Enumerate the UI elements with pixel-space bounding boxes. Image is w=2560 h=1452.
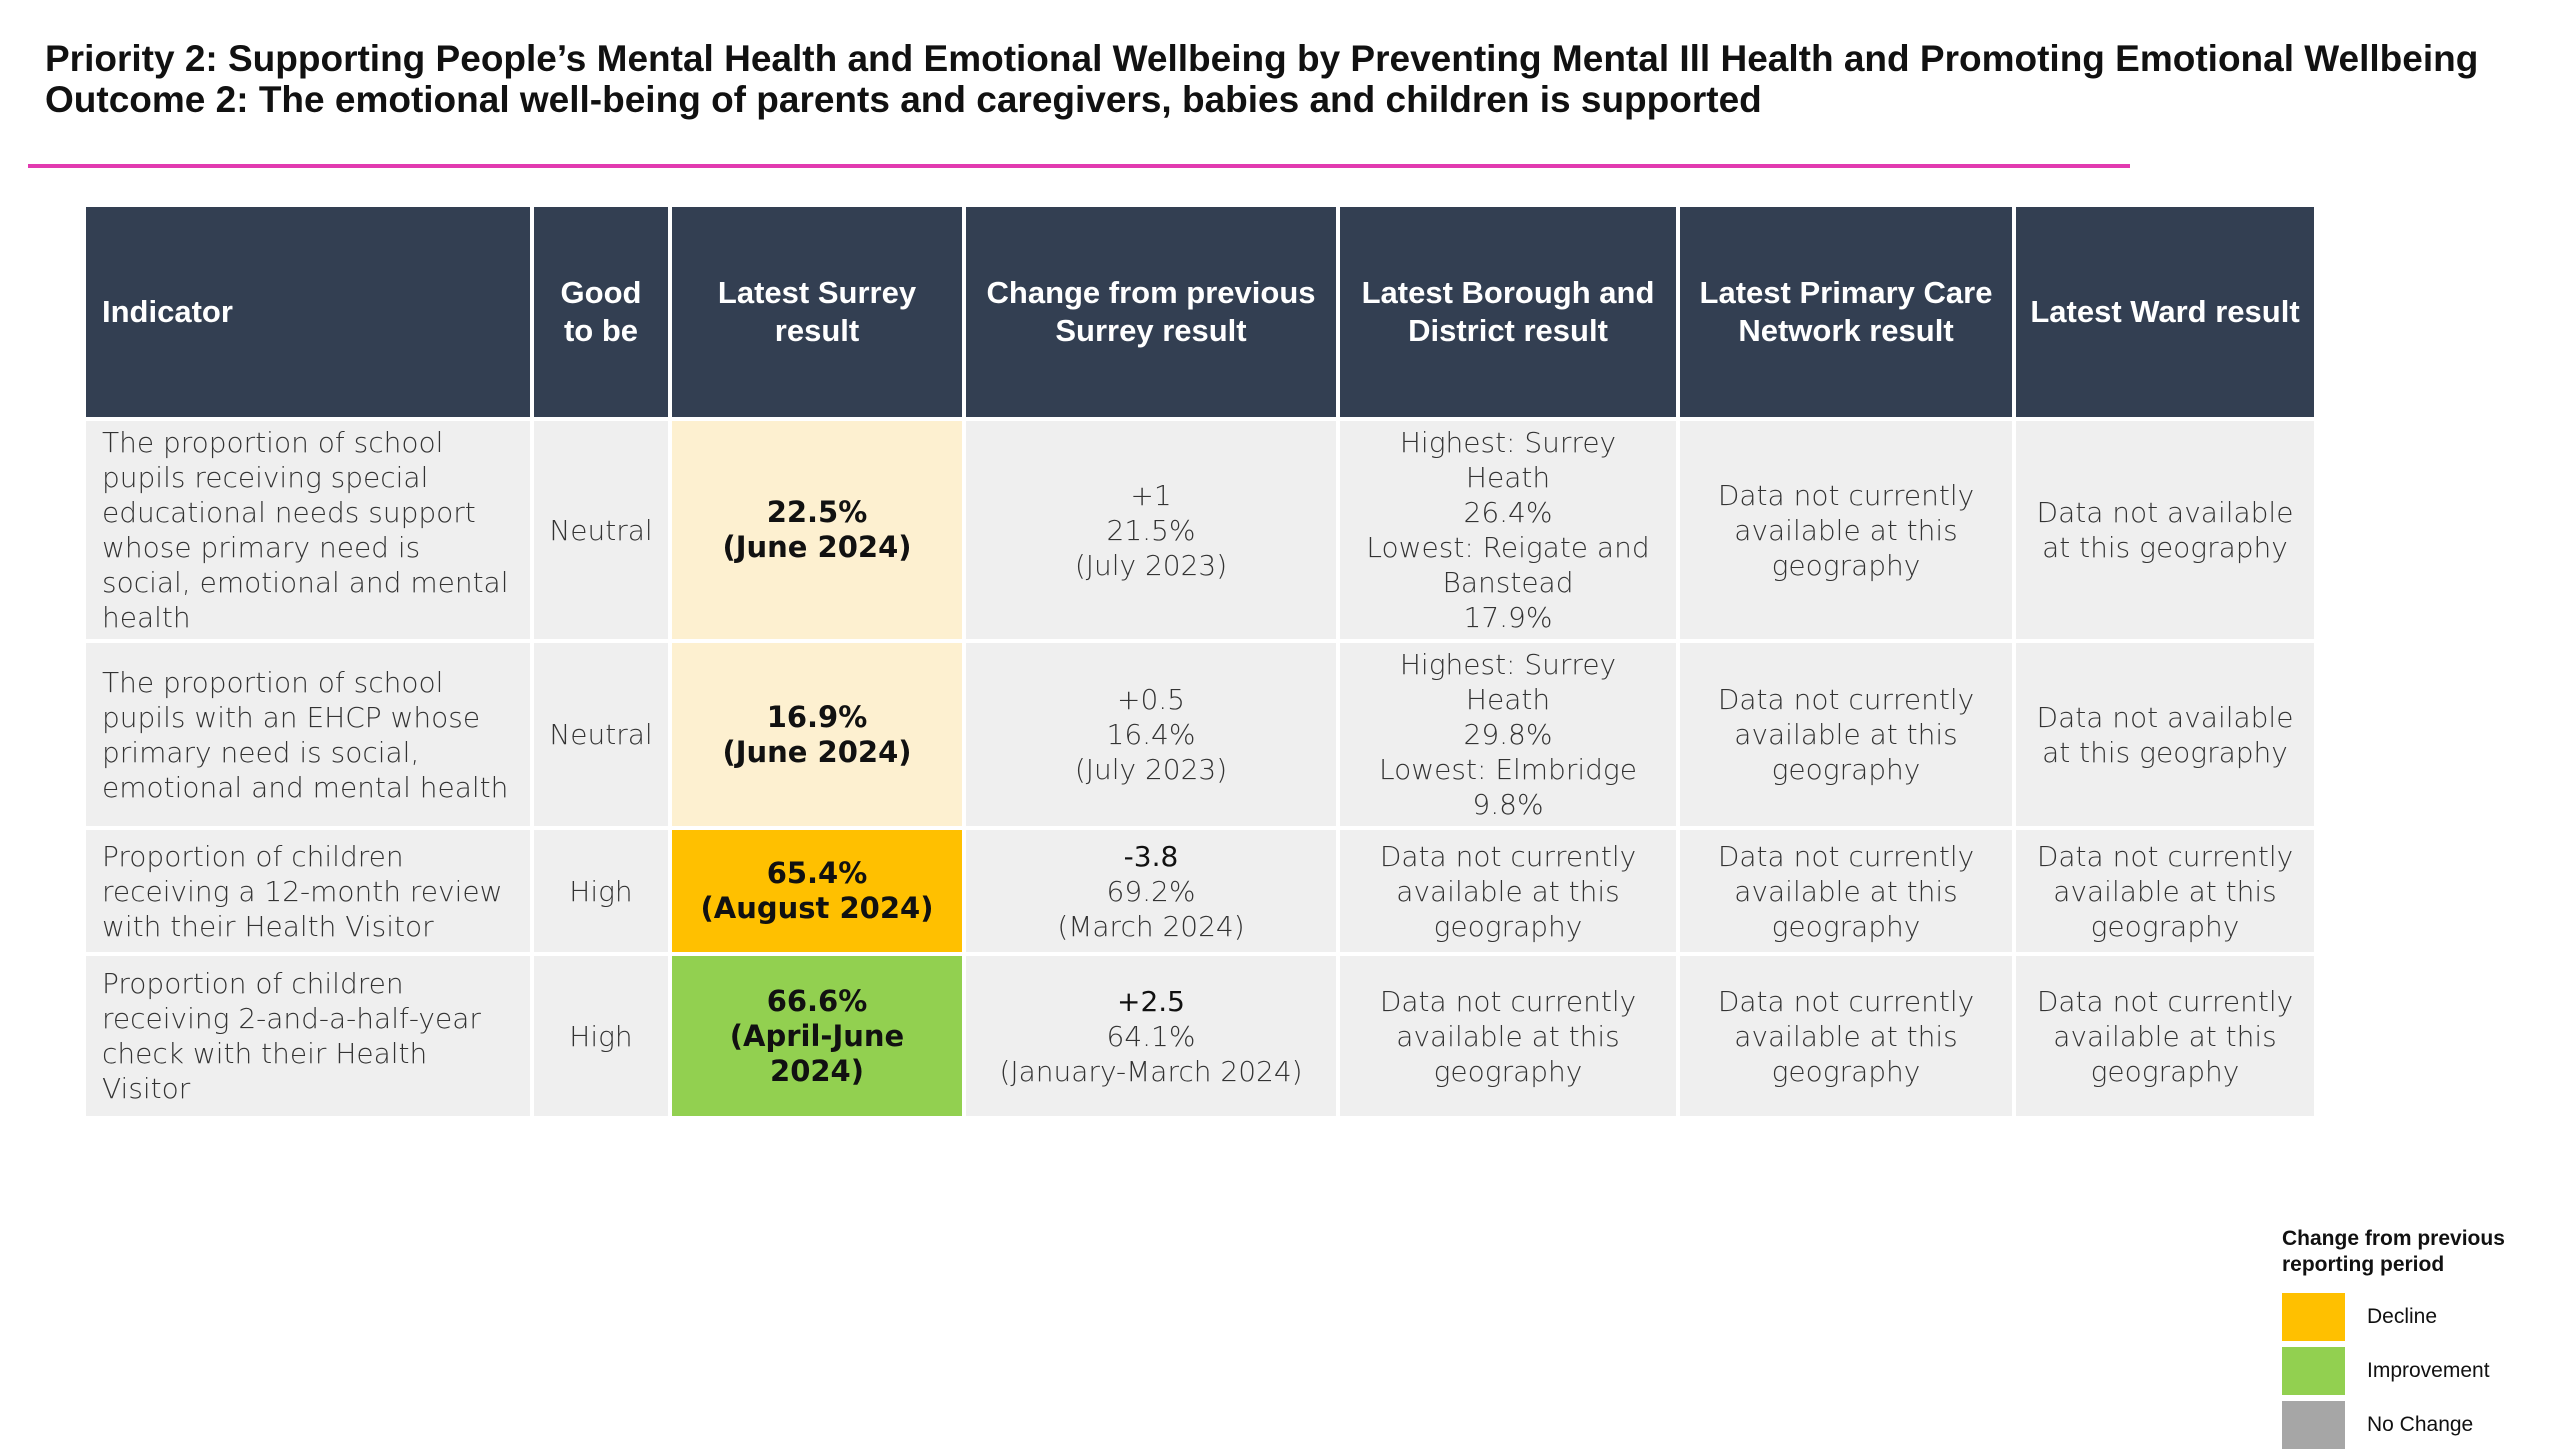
ward-cell: Data not available at this geography [2016, 643, 2314, 826]
legend-item-improvement: Improvement [2282, 1344, 2542, 1398]
status-legend: Change from previous reporting period De… [2282, 1226, 2542, 1452]
surrey-result-cell: 66.6% (April-June 2024) [672, 956, 962, 1116]
borough-lowest-value: 17.9% [1463, 601, 1553, 634]
surrey-period: (June 2024) [722, 530, 912, 564]
borough-highest: Highest: Surrey Heath [1399, 648, 1617, 716]
pcn-cell: Data not currently available at this geo… [1680, 830, 2012, 952]
header-divider [28, 164, 2130, 168]
table-header-row: Indicator Good to be Latest Surrey resul… [86, 207, 2314, 417]
table-row: Proportion of children receiving 2-and-a… [86, 956, 2314, 1116]
col-header-borough: Latest Borough and District result [1340, 207, 1676, 417]
ward-cell: Data not currently available at this geo… [2016, 830, 2314, 952]
surrey-value: 65.4% [766, 856, 868, 890]
previous-period: (July 2023) [1074, 548, 1228, 582]
indicator-cell: Proportion of children receiving a 12-mo… [86, 830, 530, 952]
change-cell: +0.5 16.4% (July 2023) [966, 643, 1336, 826]
indicator-table: Indicator Good to be Latest Surrey resul… [82, 203, 2318, 1120]
priority-title: Priority 2: Supporting People’s Mental H… [45, 38, 2479, 79]
legend-label-decline: Decline [2367, 1305, 2438, 1328]
good-to-be-cell: High [534, 830, 668, 952]
change-cell: -3.8 69.2% (March 2024) [966, 830, 1336, 952]
col-header-change: Change from previous Surrey result [966, 207, 1336, 417]
report-header: Priority 2: Supporting People’s Mental H… [45, 38, 2530, 120]
change-value: +1 [1130, 478, 1172, 512]
table-row: The proportion of school pupils receivin… [86, 421, 2314, 639]
good-to-be-cell: High [534, 956, 668, 1116]
surrey-result-cell: 22.5% (June 2024) [672, 421, 962, 639]
legend-item-decline: Decline [2282, 1290, 2542, 1344]
surrey-period: (August 2024) [700, 891, 934, 925]
change-value: -3.8 [1123, 839, 1179, 873]
ward-cell: Data not currently available at this geo… [2016, 956, 2314, 1116]
borough-cell: Highest: Surrey Heath 29.8% Lowest: Elmb… [1340, 643, 1676, 826]
good-to-be-cell: Neutral [534, 421, 668, 639]
previous-value: 69.2% [1106, 874, 1196, 908]
ward-cell: Data not available at this geography [2016, 421, 2314, 639]
indicator-cell: The proportion of school pupils receivin… [86, 421, 530, 639]
surrey-value: 22.5% [766, 495, 868, 529]
outcome-title: Outcome 2: The emotional well-being of p… [45, 79, 1762, 120]
surrey-result-cell: 16.9% (June 2024) [672, 643, 962, 826]
legend-item-no-change: No Change [2282, 1398, 2542, 1452]
borough-cell: Data not currently available at this geo… [1340, 956, 1676, 1116]
legend-title: Change from previous reporting period [2282, 1227, 2505, 1276]
borough-lowest: Lowest: Elmbridge [1379, 753, 1637, 786]
borough-cell: Data not currently available at this geo… [1340, 830, 1676, 952]
previous-period: (January-March 2024) [999, 1054, 1303, 1088]
legend-label-improvement: Improvement [2367, 1359, 2490, 1382]
pcn-cell: Data not currently available at this geo… [1680, 643, 2012, 826]
pcn-cell: Data not currently available at this geo… [1680, 421, 2012, 639]
surrey-result-cell: 65.4% (August 2024) [672, 830, 962, 952]
borough-highest-value: 29.8% [1463, 718, 1553, 751]
legend-swatch-decline [2282, 1293, 2345, 1341]
previous-value: 21.5% [1106, 513, 1196, 547]
change-cell: +1 21.5% (July 2023) [966, 421, 1336, 639]
change-value: +2.5 [1117, 984, 1185, 1018]
surrey-period: (June 2024) [722, 734, 912, 769]
previous-value: 16.4% [1106, 718, 1196, 751]
surrey-value: 16.9% [766, 699, 868, 734]
table-row: The proportion of school pupils with an … [86, 643, 2314, 826]
previous-period: (March 2024) [1057, 909, 1245, 943]
borough-lowest-value: 9.8% [1472, 788, 1544, 821]
previous-period: (July 2023) [1074, 753, 1228, 786]
borough-highest: Highest: Surrey Heath [1399, 426, 1617, 494]
good-to-be-cell: Neutral [534, 643, 668, 826]
col-header-pcn: Latest Primary Care Network result [1680, 207, 2012, 417]
col-header-indicator: Indicator [86, 207, 530, 417]
previous-value: 64.1% [1106, 1019, 1196, 1053]
pcn-cell: Data not currently available at this geo… [1680, 956, 2012, 1116]
col-header-good-to-be: Good to be [534, 207, 668, 417]
borough-lowest: Lowest: Reigate and Banstead [1366, 531, 1650, 599]
indicator-cell: Proportion of children receiving 2-and-a… [86, 956, 530, 1116]
legend-swatch-improvement [2282, 1347, 2345, 1395]
change-value: +0.5 [1117, 683, 1185, 716]
indicator-cell: The proportion of school pupils with an … [86, 643, 530, 826]
col-header-latest-surrey: Latest Surrey result [672, 207, 962, 417]
change-cell: +2.5 64.1% (January-March 2024) [966, 956, 1336, 1116]
borough-cell: Highest: Surrey Heath 26.4% Lowest: Reig… [1340, 421, 1676, 639]
borough-highest-value: 26.4% [1463, 496, 1553, 529]
surrey-period: (April-June 2024) [729, 1018, 905, 1088]
table-row: Proportion of children receiving a 12-mo… [86, 830, 2314, 952]
legend-label-no-change: No Change [2367, 1413, 2474, 1436]
surrey-value: 66.6% [766, 983, 868, 1018]
col-header-ward: Latest Ward result [2016, 207, 2314, 417]
legend-swatch-no-change [2282, 1401, 2345, 1449]
